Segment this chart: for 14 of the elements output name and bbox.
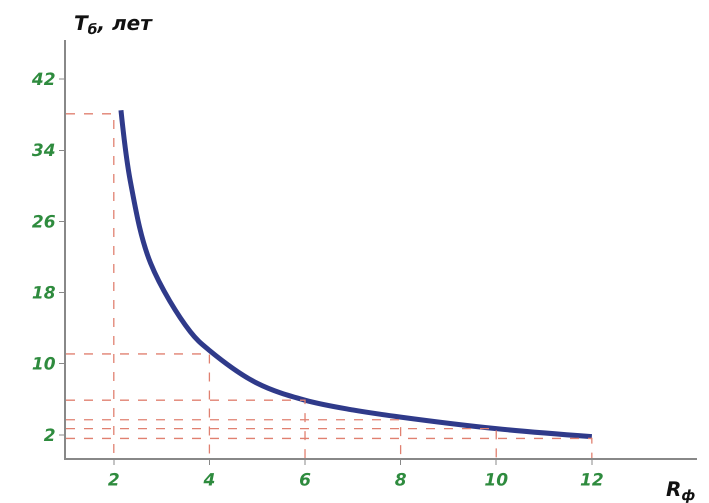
y-tick-label: 42 bbox=[30, 70, 56, 90]
y-tick-label: 10 bbox=[32, 354, 56, 375]
x-tick-label: 12 bbox=[580, 470, 604, 490]
x-tick-label: 4 bbox=[202, 470, 216, 490]
y-tick-label: 18 bbox=[32, 284, 56, 304]
x-tick-label: 10 bbox=[484, 470, 508, 490]
x-axis-title: R$_{ф}$ bbox=[666, 477, 696, 503]
y-tick-label: 26 bbox=[32, 212, 56, 232]
x-tick-label: 2 bbox=[108, 470, 120, 490]
x-tick-label: 6 bbox=[299, 470, 312, 490]
y-tick-label: 2 bbox=[44, 426, 56, 446]
x-tick-label: 8 bbox=[394, 470, 407, 490]
y-axis-title: T$_{б}$, лет bbox=[74, 11, 154, 38]
y-tick-label: 34 bbox=[32, 141, 56, 162]
